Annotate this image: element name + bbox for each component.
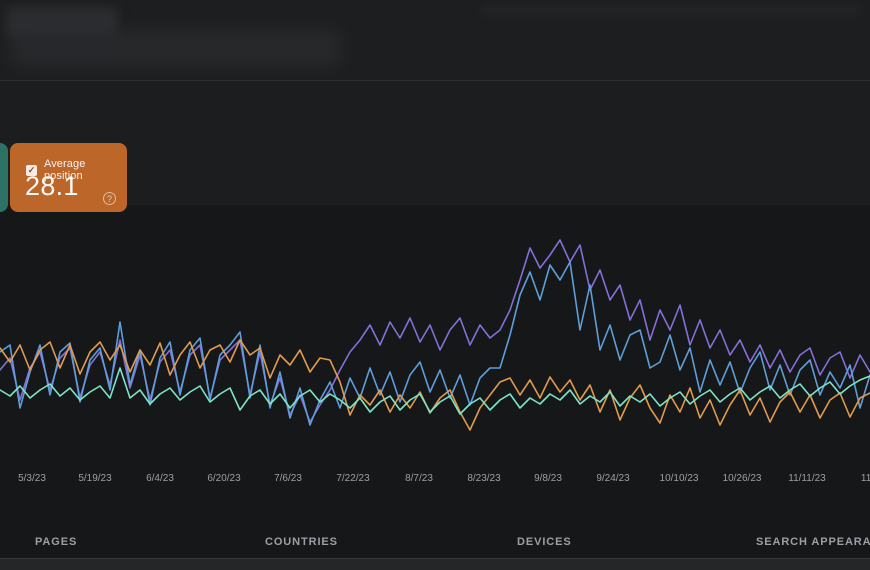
chart-background (0, 205, 870, 570)
series-orange-line (0, 339, 870, 431)
x-tick: 9/8/23 (534, 473, 562, 484)
series-teal-line (0, 367, 870, 415)
x-tick: 6/20/23 (207, 473, 241, 484)
metric-card-sliver-ctr[interactable] (0, 143, 8, 212)
top-header-bar (0, 0, 870, 80)
x-tick: 10/10/23 (659, 473, 699, 484)
x-tick: 8/7/23 (405, 473, 433, 484)
x-tick: 5/3/23 (18, 473, 46, 484)
x-tick: 10/26/23 (722, 473, 762, 484)
table-divider (0, 558, 870, 559)
checked-checkbox-icon[interactable]: ✓ (26, 164, 37, 176)
x-tick: 8/23/23 (467, 473, 501, 484)
redacted-search-bar (10, 30, 342, 66)
performance-line-chart[interactable] (0, 210, 870, 470)
x-tick: 7/6/23 (274, 473, 302, 484)
header-divider (0, 80, 870, 81)
card-label: Average position (43, 158, 86, 182)
table-header-strip (0, 559, 870, 570)
redacted-header-text (480, 5, 862, 15)
x-tick: 11/11/23 (788, 473, 826, 484)
performance-panel (0, 81, 870, 570)
dimension-tabs: PAGES COUNTRIES DEVICES SEARCH APPEARANC… (0, 528, 870, 558)
series-blue-line (0, 261, 870, 426)
tab-countries[interactable]: COUNTRIES (265, 536, 338, 548)
x-tick: 9/24/23 (596, 473, 630, 484)
average-position-value: 28.1 (25, 171, 79, 201)
series-purple-line (0, 239, 870, 423)
tab-search-appearance[interactable]: SEARCH APPEARANCE (756, 536, 870, 548)
tab-devices[interactable]: DEVICES (517, 536, 572, 548)
x-tick-clipped: 11/27/23 (860, 473, 870, 484)
card-check-row: ✓ Average position (26, 158, 127, 182)
average-position-card[interactable]: ✓ Average position 28.1 ? (10, 143, 127, 212)
x-axis: 5/3/23 5/19/23 6/4/23 6/20/23 7/6/23 7/2… (0, 473, 870, 489)
help-icon[interactable]: ? (103, 192, 116, 205)
x-tick: 5/19/23 (78, 473, 112, 484)
x-tick: 7/22/23 (336, 473, 370, 484)
tab-pages[interactable]: PAGES (35, 536, 78, 548)
x-tick: 6/4/23 (146, 473, 174, 484)
